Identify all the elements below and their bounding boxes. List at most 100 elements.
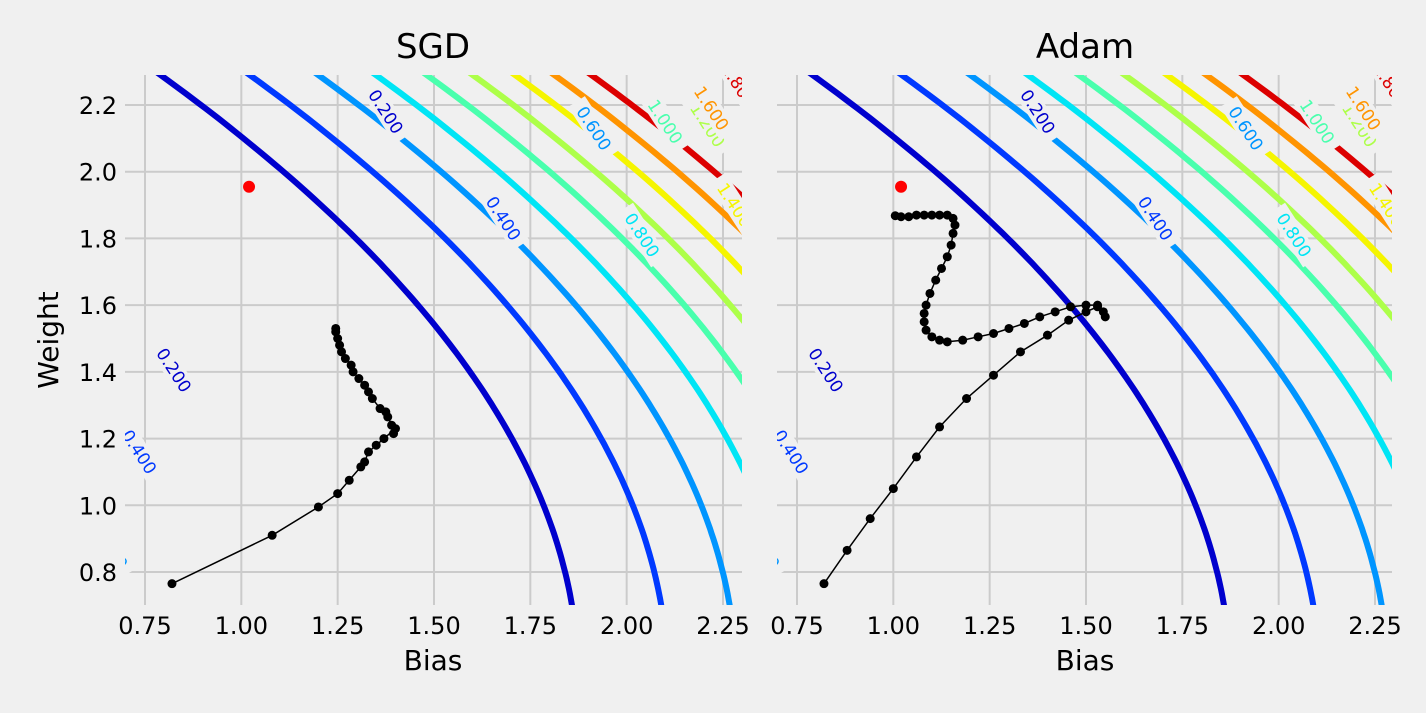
x-tick-labels: 0.75 1.00 1.25 1.50 1.75 2.00 2.25	[770, 612, 1401, 640]
x-tick-label: 1.00	[867, 612, 920, 640]
x-tick-label: 1.25	[311, 612, 364, 640]
path-point	[935, 422, 945, 432]
contour-line	[807, 75, 1227, 605]
contour-label-gap	[1337, 76, 1390, 141]
path-point	[313, 502, 323, 512]
path-point	[1042, 330, 1052, 340]
path-point	[942, 252, 952, 262]
y-axis-label: Weight	[32, 291, 65, 389]
path-point	[919, 317, 929, 327]
contour-label-gap	[777, 419, 818, 485]
y-tick-label: 1.2	[79, 426, 117, 454]
contour-line	[155, 75, 575, 605]
path-point	[948, 228, 958, 238]
x-tick-label: 1.00	[215, 612, 268, 640]
path-point	[911, 210, 921, 220]
x-tick-label: 2.00	[600, 612, 653, 640]
contour-line	[896, 75, 1317, 605]
chart-title: Adam	[1036, 27, 1134, 67]
contour-line	[1073, 75, 1392, 383]
contour-label-gap	[685, 76, 738, 141]
path-point	[921, 325, 931, 335]
path-point	[937, 263, 946, 273]
x-tick-label: 2.25	[696, 612, 749, 640]
y-tick-labels: 0.8 1.0 1.2 1.4 1.6 1.8 2.0 2.2	[79, 92, 117, 587]
path-point	[379, 434, 389, 444]
contour-line	[1022, 75, 1392, 470]
contour-label-gap	[1360, 172, 1392, 238]
path-point	[389, 429, 399, 439]
contour-label-gap	[1268, 202, 1320, 268]
path-point	[346, 360, 356, 370]
y-tick-label: 1.0	[79, 492, 117, 520]
path-point	[942, 210, 952, 220]
x-tick-label: 1.25	[963, 612, 1016, 640]
path-point	[344, 475, 354, 485]
path-point	[958, 335, 968, 345]
path-point	[927, 332, 937, 342]
path-point	[919, 210, 929, 220]
path-point	[1066, 302, 1076, 312]
path-point	[1004, 323, 1014, 333]
contour-label-gap	[800, 337, 852, 403]
path-point	[267, 530, 277, 540]
y-tick-label: 0.8	[79, 559, 117, 587]
contour-label-gap	[1364, 75, 1392, 118]
x-tick-label: 1.75	[1156, 612, 1209, 640]
x-tick-label: 2.25	[1348, 612, 1401, 640]
path-point	[387, 420, 397, 430]
contour-label-gap	[125, 419, 166, 485]
target-point	[895, 180, 908, 193]
path-point	[989, 370, 999, 380]
path-point	[363, 387, 373, 397]
path-point	[973, 332, 983, 342]
path-point	[888, 484, 898, 494]
contour-line	[1201, 75, 1392, 234]
contour-label-gap	[681, 92, 734, 158]
path-point	[935, 210, 945, 220]
x-tick-label: 1.50	[407, 612, 460, 640]
path-point	[360, 380, 370, 390]
path-point	[842, 545, 852, 555]
target-point	[243, 180, 256, 193]
path-point	[911, 452, 921, 462]
optimizer-path	[819, 210, 1110, 589]
path-point	[925, 288, 935, 298]
contour-label-gap	[1333, 92, 1386, 158]
path-point	[1064, 315, 1074, 325]
x-tick-label: 1.75	[504, 612, 557, 640]
x-tick-label: 2.00	[1252, 612, 1305, 640]
contour-label-gap	[477, 186, 530, 251]
path-point	[363, 447, 373, 457]
path-point	[927, 210, 937, 220]
path-point	[1019, 318, 1029, 328]
path-point	[1081, 300, 1091, 310]
path-point	[890, 211, 900, 221]
y-tick-label: 2.0	[79, 159, 117, 187]
grid	[125, 75, 742, 605]
path-point	[333, 489, 343, 499]
x-axis-label: Bias	[404, 644, 463, 677]
y-tick-label: 1.4	[79, 359, 117, 387]
path-point	[962, 394, 972, 404]
contour-label-gap	[708, 172, 742, 238]
path-point	[989, 328, 999, 338]
path-point	[1050, 307, 1060, 317]
x-tick-label: 0.75	[770, 612, 823, 640]
contour-line	[549, 75, 742, 236]
contour-line	[1119, 75, 1392, 322]
optimizer-path	[167, 323, 400, 589]
contour-label-gap	[639, 89, 692, 154]
x-tick-labels: 0.75 1.00 1.25 1.50 1.75 2.00 2.25	[118, 612, 749, 640]
contour-label-gap	[616, 202, 668, 268]
path-point	[167, 579, 177, 589]
path-point	[865, 514, 875, 524]
contour-label-gap	[148, 337, 200, 403]
path-point	[331, 323, 341, 333]
y-tick-label: 1.6	[79, 292, 117, 320]
path-point	[367, 394, 377, 404]
path-point	[919, 308, 929, 318]
contour-label-gap	[1291, 89, 1344, 154]
